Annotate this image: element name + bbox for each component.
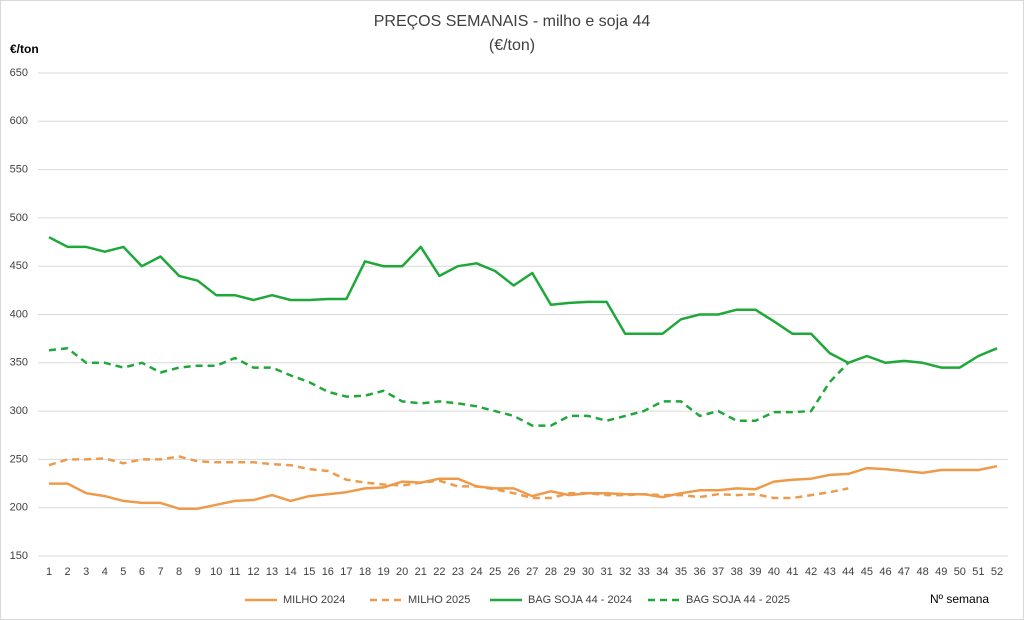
legend-label: BAG SOJA 44 - 2025 bbox=[686, 594, 790, 606]
x-tick-label: 36 bbox=[693, 566, 705, 578]
x-tick-label: 18 bbox=[359, 566, 371, 578]
x-tick-label: 7 bbox=[157, 566, 163, 578]
x-tick-label: 30 bbox=[582, 566, 594, 578]
y-tick-label: 300 bbox=[10, 405, 28, 417]
y-tick-label: 450 bbox=[10, 260, 28, 272]
y-tick-label: 400 bbox=[10, 308, 28, 320]
x-tick-label: 3 bbox=[83, 566, 89, 578]
x-tick-label: 48 bbox=[917, 566, 929, 578]
x-tick-label: 34 bbox=[656, 566, 668, 578]
y-tick-label: 350 bbox=[10, 357, 28, 369]
x-tick-label: 29 bbox=[563, 566, 575, 578]
series-line bbox=[48, 455, 849, 500]
y-tick-label: 650 bbox=[10, 67, 28, 79]
x-tick-label: 41 bbox=[786, 566, 798, 578]
x-tick-label: 20 bbox=[396, 566, 408, 578]
y-tick-label: 550 bbox=[10, 164, 28, 176]
y-axis-label: €/ton bbox=[10, 42, 39, 56]
x-tick-label: 47 bbox=[898, 566, 910, 578]
legend-label: MILHO 2025 bbox=[408, 594, 470, 606]
y-tick-label: 200 bbox=[10, 502, 28, 514]
chart-title: PREÇOS SEMANAIS - milho e soja 44 bbox=[374, 13, 651, 30]
x-tick-label: 1 bbox=[46, 566, 52, 578]
x-tick-label: 27 bbox=[526, 566, 538, 578]
x-tick-label: 22 bbox=[433, 566, 445, 578]
x-tick-label: 24 bbox=[470, 566, 482, 578]
x-tick-label: 35 bbox=[675, 566, 687, 578]
legend-label: BAG SOJA 44 - 2024 bbox=[528, 594, 632, 606]
y-tick-label: 500 bbox=[10, 212, 28, 224]
x-tick-label: 8 bbox=[176, 566, 182, 578]
x-tick-label: 15 bbox=[303, 566, 315, 578]
x-tick-label: 16 bbox=[322, 566, 334, 578]
series-line bbox=[48, 236, 998, 369]
x-tick-label: 43 bbox=[824, 566, 836, 578]
x-tick-label: 31 bbox=[601, 566, 613, 578]
x-tick-label: 52 bbox=[991, 566, 1003, 578]
x-tick-label: 23 bbox=[452, 566, 464, 578]
series-line bbox=[49, 464, 998, 510]
x-tick-label: 40 bbox=[768, 566, 780, 578]
x-tick-label: 28 bbox=[545, 566, 557, 578]
x-tick-label: 50 bbox=[954, 566, 966, 578]
x-tick-label: 4 bbox=[102, 566, 108, 578]
x-tick-label: 9 bbox=[195, 566, 201, 578]
y-tick-label: 150 bbox=[10, 550, 28, 562]
series-line bbox=[48, 347, 850, 427]
y-tick-label: 600 bbox=[10, 115, 28, 127]
x-tick-label: 21 bbox=[415, 566, 427, 578]
x-tick-label: 13 bbox=[266, 566, 278, 578]
x-tick-label: 37 bbox=[712, 566, 724, 578]
y-tick-label: 250 bbox=[10, 453, 28, 465]
x-tick-label: 19 bbox=[377, 566, 389, 578]
x-tick-label: 45 bbox=[861, 566, 873, 578]
x-tick-label: 33 bbox=[638, 566, 650, 578]
x-tick-label: 5 bbox=[120, 566, 126, 578]
x-tick-label: 2 bbox=[65, 566, 71, 578]
x-tick-label: 25 bbox=[489, 566, 501, 578]
x-axis-label: Nº semana bbox=[930, 592, 989, 606]
x-tick-label: 10 bbox=[210, 566, 222, 578]
x-tick-label: 49 bbox=[935, 566, 947, 578]
x-tick-label: 6 bbox=[139, 566, 145, 578]
x-tick-label: 14 bbox=[285, 566, 297, 578]
x-tick-label: 32 bbox=[619, 566, 631, 578]
x-tick-label: 38 bbox=[731, 566, 743, 578]
x-tick-label: 51 bbox=[972, 566, 984, 578]
x-tick-label: 17 bbox=[340, 566, 352, 578]
chart-subtitle: (€/ton) bbox=[489, 37, 535, 54]
x-tick-label: 46 bbox=[879, 566, 891, 578]
x-tick-label: 42 bbox=[805, 566, 817, 578]
x-tick-label: 26 bbox=[508, 566, 520, 578]
x-tick-label: 39 bbox=[749, 566, 761, 578]
x-tick-label: 44 bbox=[842, 566, 854, 578]
x-tick-label: 11 bbox=[229, 566, 240, 578]
legend-label: MILHO 2024 bbox=[283, 594, 345, 606]
x-tick-label: 12 bbox=[247, 566, 259, 578]
